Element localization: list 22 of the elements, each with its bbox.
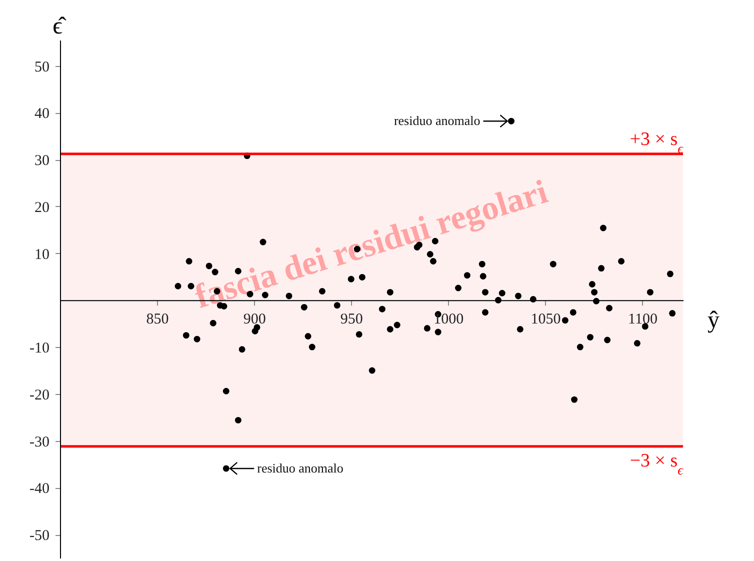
y-tick-label: -30 <box>30 434 50 450</box>
x-tick-label: 950 <box>340 312 363 328</box>
y-tick-label: 10 <box>34 246 50 263</box>
annotation: residuo anomalo <box>257 460 344 476</box>
annotation: residuo anomalo <box>394 113 480 128</box>
y-tick-label: 30 <box>34 153 50 170</box>
ref-line-label: −3 × s$_{ϵ}$ <box>630 450 684 477</box>
ref-line-label: +3 × s$_{ϵ}$ <box>630 128 684 156</box>
x-axis-title: ŷ <box>708 308 720 334</box>
y-tick-label: -10 <box>30 340 50 357</box>
x-tick-label: 1100 <box>628 312 658 328</box>
y-tick-label: 50 <box>34 59 50 76</box>
y-tick-label: -20 <box>30 387 50 404</box>
y-tick-label: -40 <box>30 481 50 498</box>
x-tick-label: 1050 <box>530 312 561 328</box>
x-tick-label: 1000 <box>434 312 464 328</box>
x-tick-label: 850 <box>146 312 169 328</box>
y-tick-label: 20 <box>34 200 50 216</box>
y-tick-label: 40 <box>34 106 50 122</box>
y-tick-label: -50 <box>30 528 50 544</box>
x-tick-label: 900 <box>243 312 266 328</box>
y-axis-title: ϵ̂ <box>52 14 66 40</box>
